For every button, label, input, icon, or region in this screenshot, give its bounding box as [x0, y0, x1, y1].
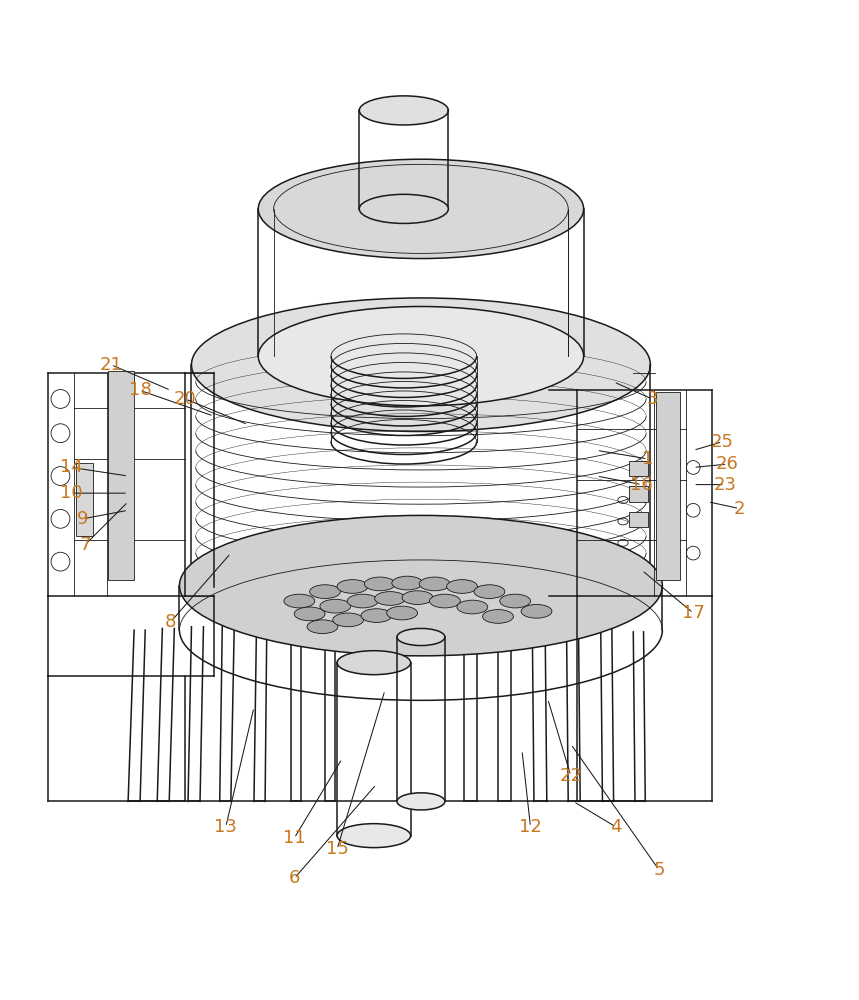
Text: 1: 1 — [643, 450, 654, 468]
Ellipse shape — [392, 576, 423, 590]
Ellipse shape — [337, 824, 411, 848]
Text: 18: 18 — [129, 381, 151, 399]
Bar — [629, 461, 648, 476]
Ellipse shape — [483, 610, 514, 623]
Ellipse shape — [361, 609, 392, 622]
Text: 22: 22 — [559, 767, 582, 785]
Ellipse shape — [180, 515, 662, 656]
Bar — [655, 392, 679, 580]
Bar — [629, 486, 648, 502]
Ellipse shape — [474, 585, 505, 598]
Ellipse shape — [419, 577, 450, 591]
Ellipse shape — [397, 628, 445, 646]
Ellipse shape — [347, 594, 378, 608]
Ellipse shape — [375, 592, 405, 605]
Ellipse shape — [364, 577, 395, 591]
Ellipse shape — [332, 613, 363, 627]
Ellipse shape — [307, 620, 338, 634]
Text: 20: 20 — [174, 390, 197, 408]
Text: 21: 21 — [100, 356, 123, 374]
Ellipse shape — [402, 591, 433, 604]
Text: 8: 8 — [165, 613, 177, 631]
Text: 13: 13 — [214, 818, 237, 836]
Text: 16: 16 — [631, 476, 653, 494]
Text: 4: 4 — [611, 818, 622, 836]
Text: 14: 14 — [60, 458, 83, 476]
Text: 12: 12 — [519, 818, 542, 836]
Text: 3: 3 — [646, 390, 658, 408]
Ellipse shape — [359, 96, 448, 125]
Ellipse shape — [359, 194, 448, 223]
Text: 15: 15 — [326, 840, 349, 858]
Text: 11: 11 — [283, 829, 306, 847]
Ellipse shape — [295, 607, 325, 621]
Text: 9: 9 — [77, 510, 88, 528]
Ellipse shape — [447, 580, 478, 593]
Ellipse shape — [500, 594, 531, 608]
Text: 2: 2 — [734, 500, 746, 518]
Ellipse shape — [259, 159, 583, 259]
Text: 10: 10 — [60, 484, 83, 502]
Bar — [108, 371, 134, 580]
Text: 26: 26 — [716, 455, 739, 473]
Ellipse shape — [521, 604, 552, 618]
Text: 6: 6 — [289, 869, 300, 887]
Ellipse shape — [192, 298, 650, 432]
Ellipse shape — [309, 585, 340, 598]
Ellipse shape — [337, 651, 411, 675]
Ellipse shape — [320, 599, 350, 613]
Ellipse shape — [259, 306, 583, 406]
Text: 7: 7 — [80, 536, 91, 554]
Bar — [629, 512, 648, 527]
Text: 5: 5 — [653, 861, 665, 879]
Ellipse shape — [430, 594, 460, 608]
Text: 23: 23 — [713, 476, 736, 494]
Ellipse shape — [387, 606, 417, 620]
Ellipse shape — [284, 594, 314, 608]
Ellipse shape — [337, 580, 368, 593]
Ellipse shape — [457, 600, 488, 614]
Ellipse shape — [397, 793, 445, 810]
Text: 17: 17 — [682, 604, 704, 622]
Text: 25: 25 — [711, 433, 734, 451]
Bar — [76, 463, 93, 536]
